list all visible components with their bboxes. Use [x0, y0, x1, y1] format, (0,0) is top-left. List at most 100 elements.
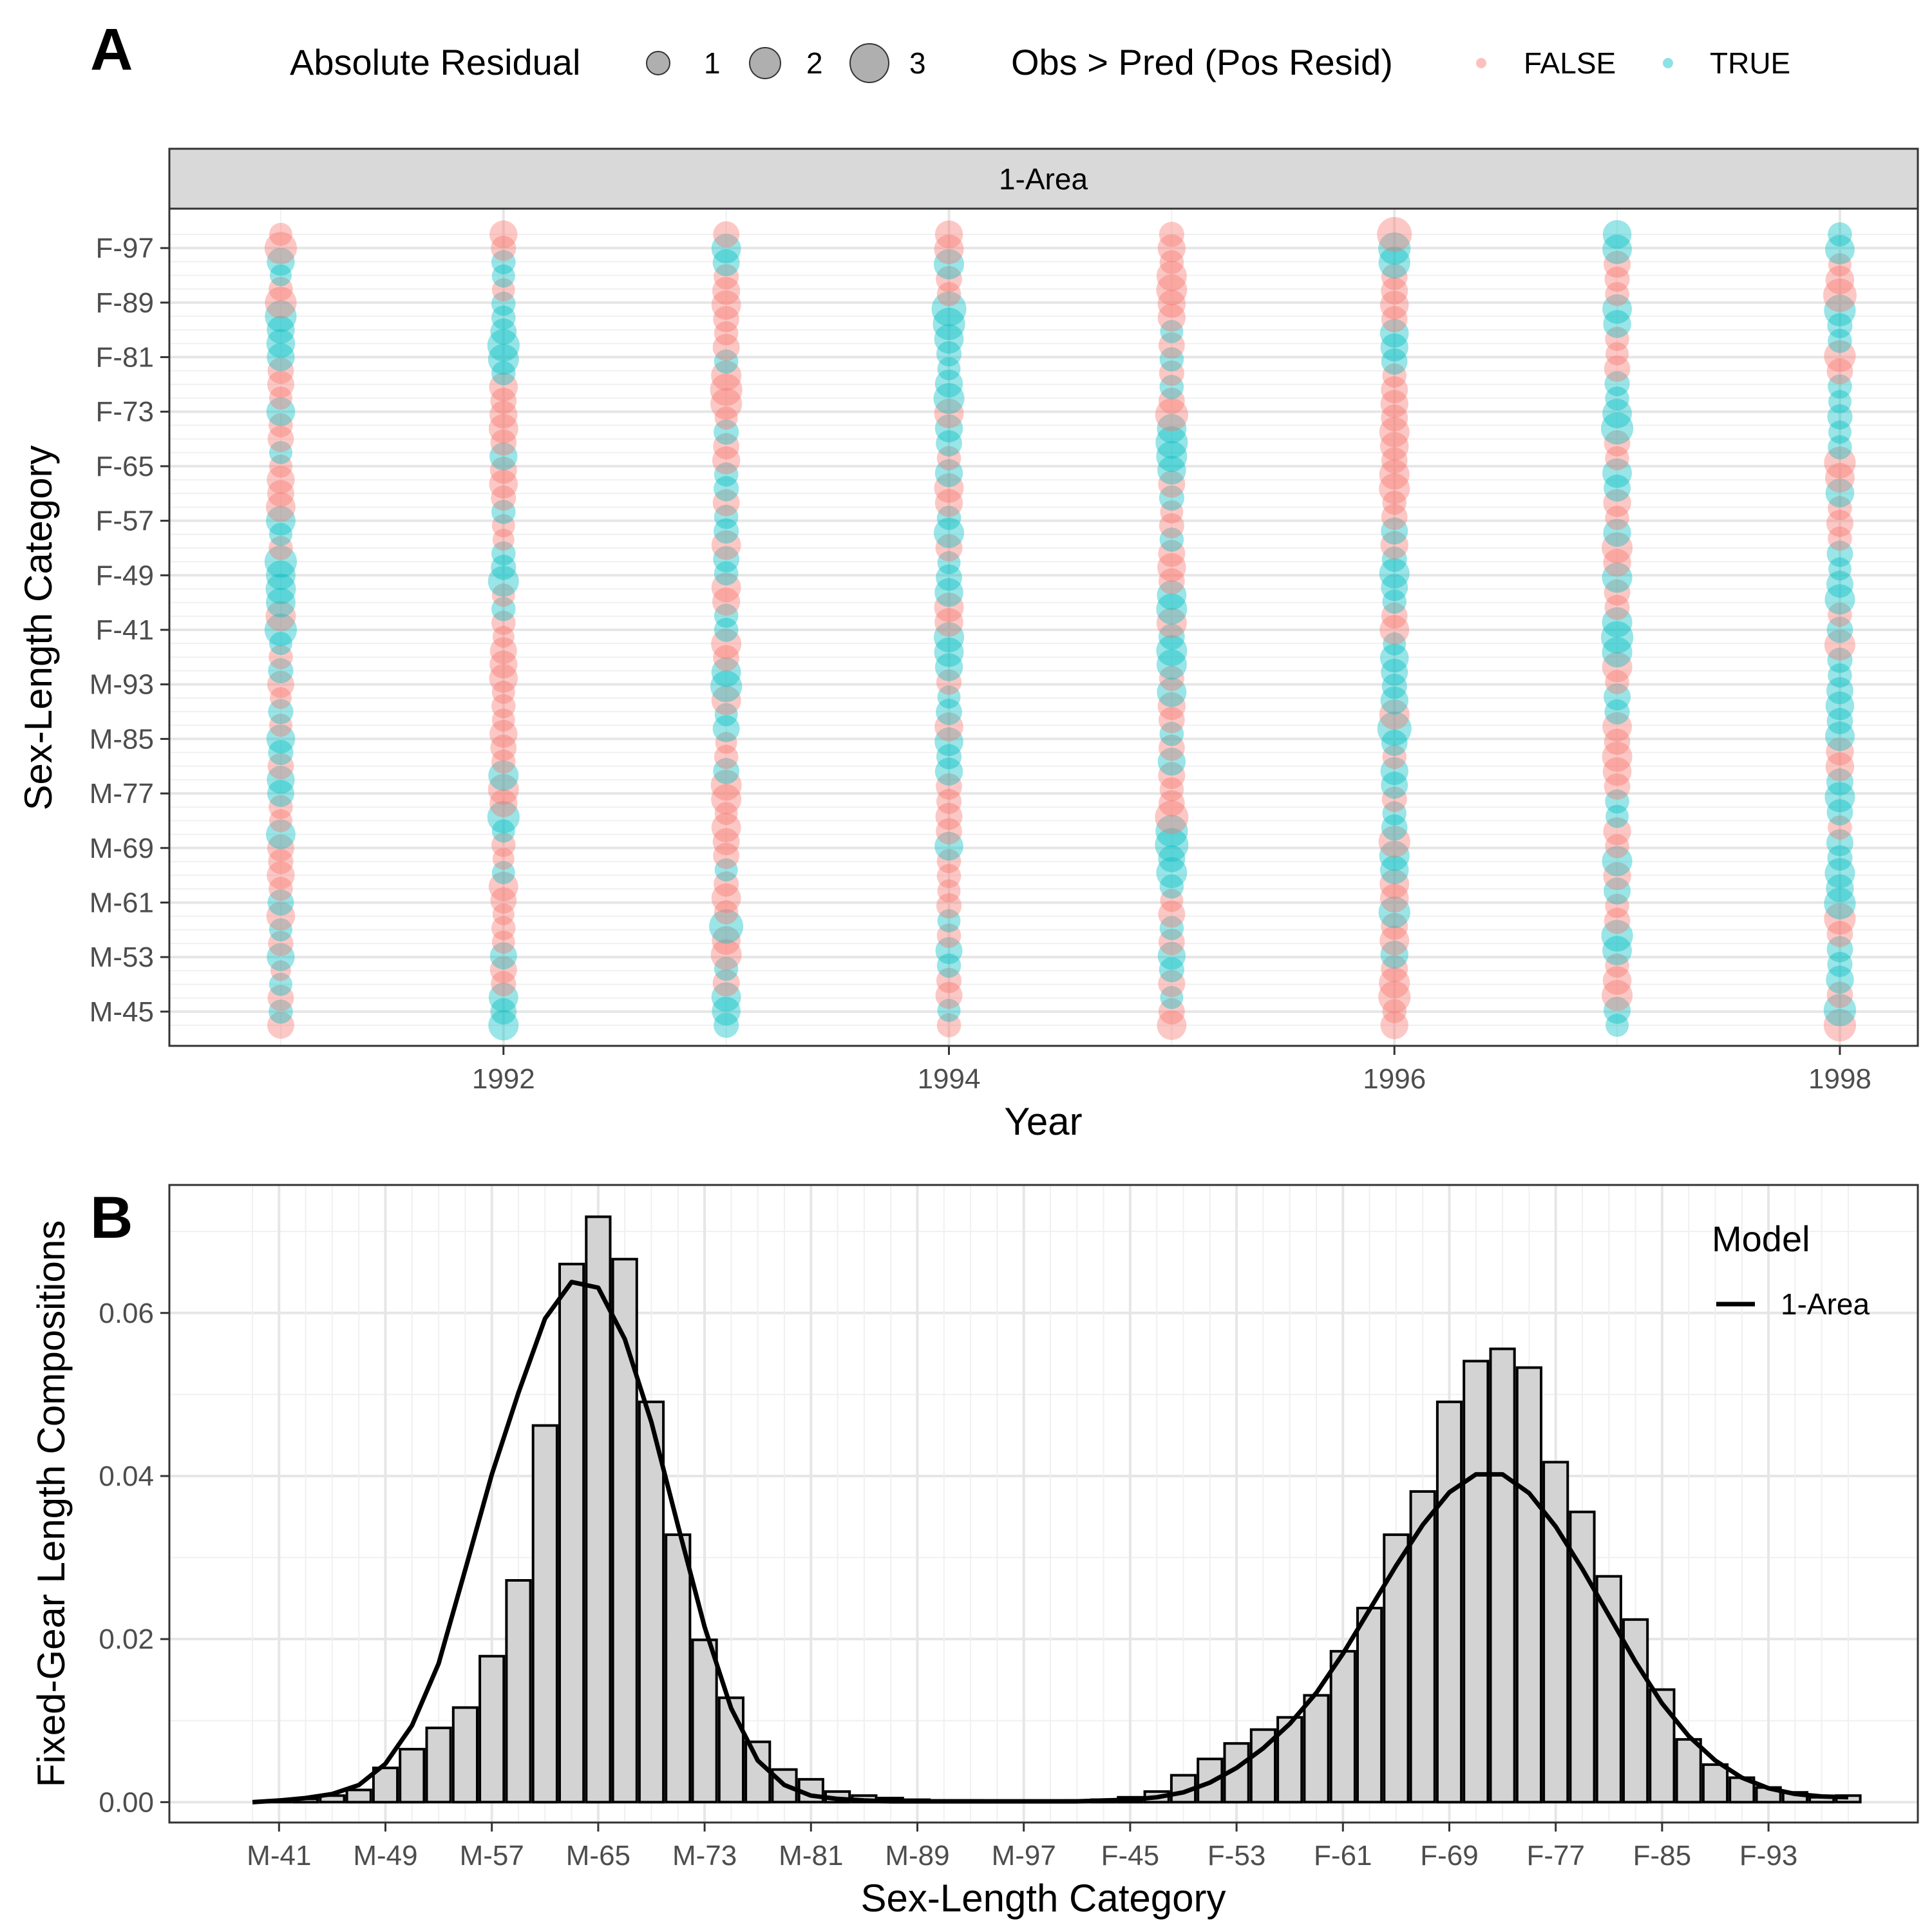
residual-point: [1381, 404, 1408, 432]
residual-point: [1605, 327, 1629, 351]
residual-point: [1379, 459, 1410, 490]
residual-point: [1604, 430, 1631, 457]
residual-point: [1824, 294, 1856, 327]
composition-bar: [744, 1740, 772, 1804]
residual-point: [1157, 692, 1186, 721]
residual-point: [1827, 845, 1853, 871]
residual-point: [711, 530, 741, 560]
residual-point: [1379, 699, 1410, 730]
residual-point: [270, 960, 291, 981]
residual-point: [1381, 574, 1408, 601]
residual-point: [267, 247, 295, 276]
residual-point: [1826, 540, 1853, 567]
residual-point: [1159, 250, 1184, 274]
residual-point: [714, 264, 739, 290]
residual-point: [937, 551, 961, 574]
residual-point: [1383, 632, 1406, 656]
residual-point: [1381, 814, 1408, 841]
composition-bar: [638, 1400, 665, 1804]
residual-point: [1379, 643, 1409, 673]
residual-point: [266, 397, 296, 426]
x-tick-label: F-85: [1633, 1840, 1691, 1871]
residual-point: [934, 831, 963, 861]
residual-point: [1381, 306, 1408, 332]
residual-point: [1379, 417, 1410, 448]
residual-point: [936, 893, 962, 919]
residual-point: [269, 918, 292, 942]
residual-point: [491, 694, 516, 719]
residual-point: [934, 712, 963, 741]
residual-point: [711, 685, 741, 715]
residual-point: [1604, 773, 1631, 800]
composition-bar: [1409, 1490, 1436, 1804]
residual-point: [1828, 526, 1852, 551]
residual-point: [488, 565, 519, 597]
residual-point: [936, 788, 962, 815]
residual-point: [1828, 222, 1852, 247]
residual-point: [1157, 234, 1186, 263]
residual-point: [267, 861, 295, 889]
residual-point: [1825, 691, 1855, 721]
residual-point: [1380, 333, 1408, 362]
residual-point: [711, 813, 741, 842]
residual-point: [712, 828, 740, 855]
residual-point: [1381, 517, 1408, 545]
panel-a-x-ticks: 1992 1994 1996 1998: [472, 1046, 1871, 1095]
residual-point: [266, 819, 296, 849]
residual-point: [269, 536, 293, 560]
composition-bar: [1649, 1688, 1676, 1804]
residual-point: [1158, 540, 1186, 567]
residual-point: [1158, 900, 1186, 928]
panel-a-y-axis-title: Sex-Length Category: [17, 445, 60, 810]
residual-point: [1380, 940, 1408, 969]
y-tick-label: M-77: [90, 778, 154, 810]
residual-point: [1828, 421, 1852, 444]
residual-point: [268, 849, 294, 875]
residual-point: [934, 592, 964, 623]
residual-point: [1828, 374, 1852, 399]
residual-point: [1827, 313, 1853, 339]
composition-bar: [1329, 1650, 1356, 1804]
residual-point: [1155, 828, 1189, 862]
residual-point: [1159, 485, 1184, 511]
residual-point: [712, 996, 741, 1026]
residual-point: [1155, 426, 1188, 459]
residual-point: [1823, 994, 1857, 1027]
x-tick-label: M-49: [353, 1840, 417, 1871]
facet-strip-label: 1-Area: [999, 162, 1088, 196]
residual-point: [937, 357, 961, 381]
residual-point: [934, 324, 964, 354]
composition-bar: [1463, 1359, 1490, 1804]
residual-point: [935, 534, 963, 562]
residual-point: [1379, 840, 1410, 871]
residual-point: [1602, 757, 1632, 786]
y-tick-label: 0.04: [99, 1461, 154, 1492]
residual-point: [1159, 527, 1184, 552]
composition-bar: [558, 1262, 585, 1804]
residual-point: [269, 223, 292, 246]
residual-point: [1604, 371, 1630, 397]
residual-point: [1828, 253, 1852, 277]
residual-point: [1828, 328, 1852, 354]
residual-point: [1603, 518, 1631, 547]
residual-point: [936, 773, 962, 800]
x-tick-label: F-93: [1739, 1840, 1797, 1871]
residual-point: [1825, 478, 1855, 507]
panel-a-letter: A: [90, 17, 133, 82]
x-tick-label: M-65: [566, 1840, 630, 1871]
residual-point: [491, 250, 516, 274]
panel-b-plot-border: [168, 1184, 1919, 1824]
residual-point: [1602, 607, 1633, 638]
residual-point: [268, 931, 294, 956]
residual-point: [934, 653, 963, 681]
composition-bar: [345, 1788, 372, 1804]
residual-point: [1157, 455, 1186, 485]
residual-point: [1379, 869, 1410, 899]
residual-point: [710, 374, 743, 406]
residual-point: [1157, 290, 1186, 318]
composition-bar: [451, 1706, 478, 1804]
residual-point: [491, 833, 516, 857]
residual-point: [491, 596, 516, 621]
residual-point: [936, 818, 962, 845]
residual-point: [710, 939, 742, 971]
